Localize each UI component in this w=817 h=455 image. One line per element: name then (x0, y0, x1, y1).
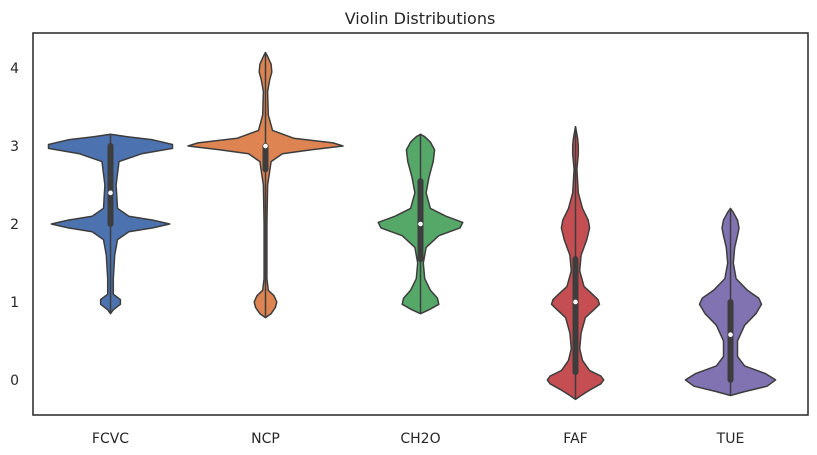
y-tick-label: 1 (10, 295, 19, 311)
violin-median-ch2o (418, 221, 423, 227)
x-tick-label: NCP (251, 431, 280, 447)
violin-median-ncp (263, 143, 268, 149)
y-tick-label: 0 (10, 373, 19, 389)
y-axis-tick-labels: 0 1 2 3 4 (10, 61, 19, 389)
violins-group (47, 51, 777, 401)
violin-median-tue (728, 332, 733, 338)
x-tick-label: FCVC (92, 431, 129, 447)
plot-area-frame (32, 32, 809, 416)
x-tick-label: FAF (563, 431, 587, 447)
x-tick-label: CH2O (400, 431, 440, 447)
y-tick-label: 2 (10, 217, 19, 233)
y-tick-label: 4 (10, 61, 19, 77)
chart-title: Violin Distributions (345, 9, 496, 28)
y-tick-label: 3 (10, 139, 19, 155)
x-tick-label: TUE (716, 431, 745, 447)
x-axis-tick-labels: FCVC NCP CH2O FAF TUE (92, 431, 744, 447)
violin-median-fcvc (108, 190, 113, 196)
violin-median-faf (573, 299, 578, 305)
